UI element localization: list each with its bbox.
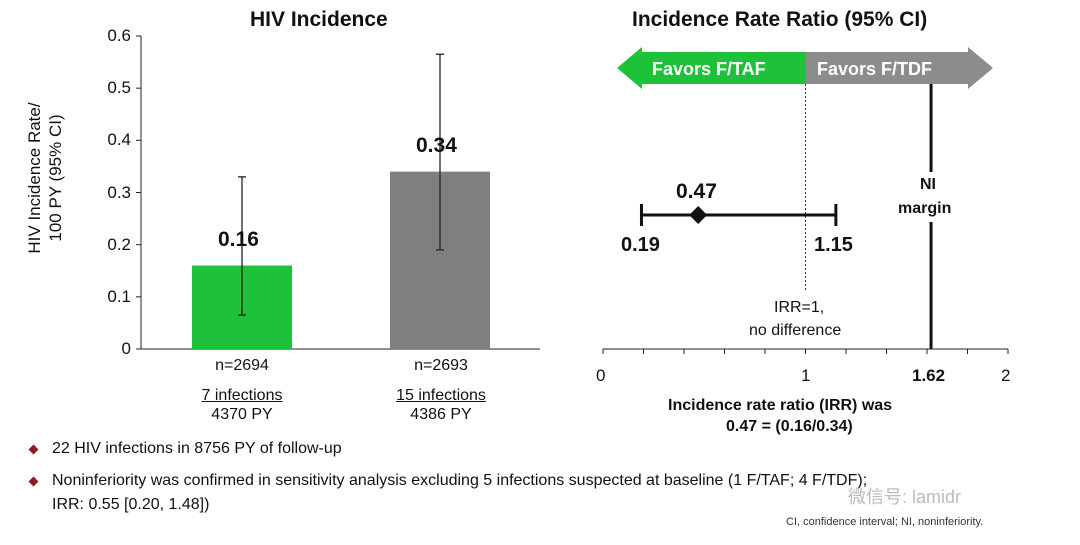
bullet-marker: [28, 476, 39, 487]
bullet-text-2-cont: IRR: 0.55 [0.20, 1.48]): [52, 496, 210, 513]
irr-estimate-marker: [689, 206, 708, 224]
forest-x-label-line2: 0.47 = (0.16/0.34): [726, 418, 853, 435]
infections-label-taf: 7 infections: [201, 387, 283, 404]
irr-estimate-label: 0.47: [676, 180, 717, 203]
py-label-tdf: 4386 PY: [410, 406, 472, 423]
infections-label-tdf: 15 infections: [396, 387, 486, 404]
bar-chart-title: HIV Incidence: [250, 8, 388, 31]
bullet-marker: [28, 444, 39, 455]
ci-lower-label: 0.19: [621, 234, 660, 256]
forest-chart-title: Incidence Rate Ratio (95% CI): [632, 8, 928, 31]
favors-taf-label: Favors F/TAF: [652, 59, 766, 79]
ni-margin-value: 1.62: [912, 366, 946, 385]
reference-label-line2: no difference: [749, 322, 842, 339]
bullet-text-2: Noninferiority was confirmed in sensitiv…: [52, 472, 868, 489]
ni-text-line2: margin: [898, 200, 952, 217]
footnote: CI, confidence interval; NI, noninferior…: [786, 516, 984, 528]
favors-taf-arrow: [617, 47, 806, 89]
bar-y-tick-label: 0.2: [107, 234, 131, 254]
bar-y-tick-label: 0: [121, 339, 131, 358]
n-label-taf: n=2694: [215, 357, 269, 374]
bar-y-tick-label: 0.6: [107, 26, 131, 45]
py-label-taf: 4370 PY: [211, 406, 273, 423]
forest-plot: [602, 47, 1009, 354]
forest-x-tick-2: 2: [1001, 366, 1011, 385]
bar-y-tick-label: 0.5: [107, 78, 131, 98]
reference-label-line1: IRR=1,: [774, 299, 825, 316]
forest-x-label-line1: Incidence rate ratio (IRR) was: [668, 397, 893, 414]
bar-y-tick-label: 0.1: [107, 286, 131, 306]
n-label-tdf: n=2693: [414, 357, 468, 374]
bar-y-tick-label: 0.3: [107, 182, 131, 202]
forest-x-tick-1: 1: [801, 366, 811, 385]
favors-tdf-label: Favors F/TDF: [817, 59, 933, 79]
watermark: 微信号: lamidr: [848, 487, 962, 507]
bar-value-label-taf: 0.16: [218, 227, 259, 251]
ci-upper-label: 1.15: [814, 234, 853, 256]
bar-value-label-tdf: 0.34: [416, 133, 457, 157]
favors-tdf-arrow: [805, 47, 993, 89]
bar-y-tick-label: 0.4: [107, 130, 131, 150]
forest-x-tick-0: 0: [596, 366, 606, 385]
bar-chart-plot: [136, 35, 540, 350]
ni-text-line1: NI: [920, 176, 936, 193]
bullet-text-1: 22 HIV infections in 8756 PY of follow-u…: [52, 440, 342, 457]
